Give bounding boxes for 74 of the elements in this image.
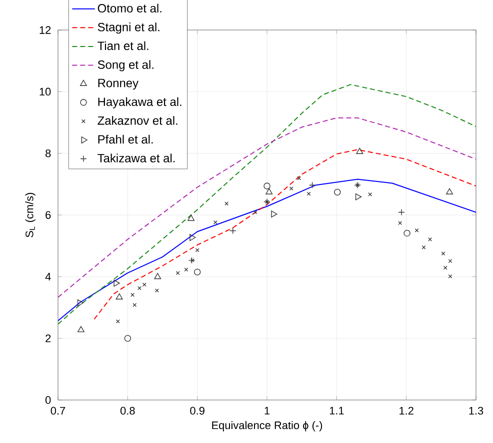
- point: [230, 227, 236, 234]
- x-tick-label: 1.2: [400, 406, 414, 415]
- point: [368, 192, 372, 196]
- legend-label: Ronney: [98, 78, 138, 90]
- point: [306, 192, 311, 196]
- point: [446, 188, 453, 194]
- legend-label: Hayakawa et al.: [98, 97, 182, 108]
- point: [266, 188, 273, 194]
- point: [132, 303, 137, 308]
- point: [398, 208, 405, 216]
- point: [195, 248, 200, 252]
- point: [154, 273, 162, 280]
- point: [78, 326, 84, 332]
- point: [355, 193, 362, 200]
- point: [224, 202, 229, 206]
- legend-label: Tian et al.: [98, 41, 148, 50]
- legend-label: Song et al.: [98, 60, 154, 72]
- point: [124, 334, 132, 342]
- point: [253, 210, 258, 214]
- y-tick-label: 2: [46, 334, 51, 342]
- point: [114, 280, 120, 287]
- y-tick-label: 12: [40, 26, 51, 34]
- x-tick-label: 1.1: [330, 406, 344, 414]
- point: [334, 188, 341, 196]
- line-series: [58, 117, 476, 298]
- legend-label: Zakaznov et al.: [98, 116, 178, 125]
- line-series: [94, 149, 476, 320]
- point: [448, 258, 452, 263]
- point: [130, 292, 135, 297]
- y-tick-label: 8: [46, 149, 51, 158]
- point: [404, 230, 410, 237]
- point: [138, 286, 142, 290]
- point: [176, 270, 180, 275]
- point: [190, 258, 194, 262]
- legend-label: Takizawa et al.: [98, 154, 175, 162]
- point: [289, 186, 294, 190]
- point: [356, 148, 364, 154]
- point: [154, 288, 159, 293]
- point: [190, 234, 196, 241]
- point: [213, 220, 218, 224]
- point: [398, 221, 402, 225]
- point: [428, 237, 432, 242]
- point: [77, 299, 84, 306]
- legend-label: Pfahl et al.: [98, 134, 153, 144]
- x-tick-label: 1: [264, 406, 270, 414]
- x-axis-title: Equivalence Ratio ϕ (-): [212, 421, 322, 432]
- point: [188, 256, 196, 264]
- point: [194, 268, 201, 276]
- x-tick-label: 1.3: [469, 406, 484, 415]
- y-tick-label: 0: [45, 396, 51, 404]
- point: [448, 274, 452, 278]
- y-tick-label: 6: [46, 211, 51, 219]
- point: [271, 210, 278, 218]
- legend-label: Stagni et al.: [98, 22, 160, 34]
- point: [116, 293, 123, 300]
- point: [422, 245, 426, 250]
- point: [297, 176, 302, 180]
- x-tick-label: 0.9: [190, 406, 204, 415]
- point: [264, 182, 270, 190]
- point: [308, 182, 316, 188]
- x-tick-label: 0.8: [120, 406, 135, 415]
- point: [142, 282, 146, 287]
- line-series: [58, 178, 476, 322]
- point: [188, 214, 195, 221]
- point: [441, 252, 446, 256]
- y-tick-label: 10: [40, 88, 51, 96]
- point: [443, 266, 448, 270]
- point: [414, 228, 419, 232]
- point: [116, 319, 120, 324]
- y-tick-label: 4: [45, 272, 51, 280]
- y-axis-title: S$_{L}$ (cm/s): [25, 192, 36, 238]
- point: [184, 268, 188, 272]
- x-tick-label: 0.7: [50, 406, 66, 415]
- legend-label: Otomo et al.: [98, 4, 162, 13]
